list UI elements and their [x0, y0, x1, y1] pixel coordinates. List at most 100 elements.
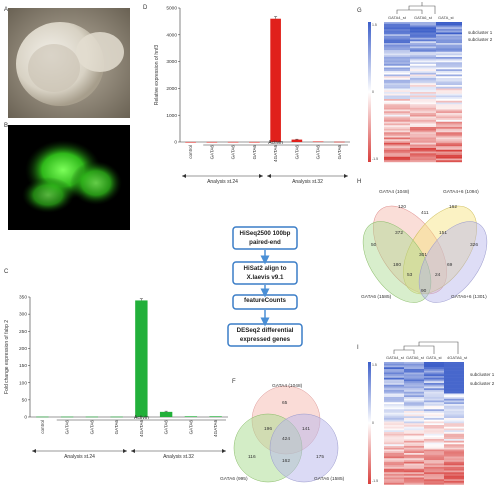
heatmap-cell	[410, 74, 436, 77]
heatmap-cell	[444, 412, 464, 415]
heatmap-cell	[436, 156, 462, 159]
heatmap-cell	[410, 97, 436, 100]
heatmap-cell	[404, 391, 424, 394]
heatmap-cell	[384, 114, 410, 117]
heatmap-cell	[436, 23, 462, 26]
heatmap-cell	[404, 470, 424, 473]
heatmap-i-scale-mid: 0	[372, 421, 374, 425]
heatmap-cell	[436, 92, 462, 94]
heatmap-cell	[436, 25, 462, 28]
heatmap-cell	[444, 377, 464, 380]
bar	[334, 141, 345, 143]
heatmap-cell	[424, 381, 444, 384]
y-tick-label: 100	[19, 380, 27, 386]
heatmap-cell	[410, 109, 436, 112]
heatmap-cell	[384, 155, 410, 157]
venn-h-number: 301	[419, 252, 427, 258]
heatmap-cell	[444, 482, 464, 485]
heatmap-cell	[384, 25, 410, 28]
heatmap-cell	[410, 95, 436, 98]
heatmap-cell	[436, 137, 462, 140]
heatmap-cell	[444, 454, 464, 457]
heatmap-cell	[410, 102, 436, 105]
x-tick-label: 4GATA6	[139, 420, 144, 437]
heatmap-cell	[384, 123, 410, 126]
y-tick-label: 300	[19, 312, 27, 318]
heatmap-cell	[424, 395, 444, 398]
heatmap-cell	[424, 370, 444, 373]
heatmap-cell	[384, 149, 410, 152]
heatmap-cell	[410, 153, 436, 156]
heatmap-cell	[384, 390, 404, 392]
heatmap-cell	[410, 116, 436, 119]
heatmap-cell	[436, 46, 462, 49]
heatmap-cell	[424, 449, 444, 452]
heatmap-cell	[404, 384, 424, 387]
heatmap-cell	[384, 65, 410, 68]
heatmap-i-dendrogram	[393, 341, 459, 354]
heatmap-cell	[424, 465, 444, 468]
heatmap-cell	[424, 377, 444, 380]
heatmap-cell	[384, 386, 404, 389]
heatmap-cell	[444, 447, 464, 450]
heatmap-cell	[410, 76, 436, 79]
venn-f-number: 196	[264, 426, 272, 432]
heatmap-i: GATA4_st GATA6_st GATA_st 4GATA6_st 1.5 …	[368, 341, 495, 485]
heatmap-cell	[424, 472, 444, 475]
heatmap-cell	[404, 398, 424, 401]
heatmap-cell	[410, 130, 436, 133]
heatmap-cell	[384, 60, 410, 63]
heatmap-cell	[424, 468, 444, 471]
heatmap-g-cells	[384, 22, 462, 163]
heatmap-cell	[424, 376, 444, 378]
heatmap-cell	[424, 398, 444, 401]
heatmap-g-legend-1: subcluster 1	[468, 30, 493, 35]
heatmap-cell	[410, 72, 436, 75]
heatmap-cell	[384, 474, 404, 476]
heatmap-cell	[384, 383, 404, 385]
heatmap-cell	[436, 55, 462, 58]
heatmap-cell	[436, 160, 462, 163]
y-tick-label: 3000	[166, 59, 177, 65]
heatmap-i-legend-2: subcluster 2	[470, 381, 495, 386]
heatmap-cell	[384, 409, 404, 412]
heatmap-cell	[410, 151, 436, 154]
heatmap-cell	[410, 23, 436, 26]
heatmap-cell	[404, 374, 424, 377]
heatmap-cell	[444, 477, 464, 480]
heatmap-g-legend-2: subcluster 2	[468, 37, 493, 42]
venn-f-label-2: GATA6 (995)	[220, 476, 248, 482]
heatmap-cell	[384, 451, 404, 454]
heatmap-cell	[436, 135, 462, 138]
heatmap-cell	[424, 446, 444, 448]
heatmap-cell	[436, 69, 462, 72]
heatmap-cell	[436, 53, 462, 56]
heatmap-cell	[384, 393, 404, 396]
heatmap-cell	[436, 83, 462, 86]
heatmap-cell	[444, 404, 464, 406]
heatmap-cell	[444, 372, 464, 375]
heatmap-cell	[444, 470, 464, 473]
heatmap-cell	[444, 423, 464, 426]
heatmap-cell	[404, 383, 424, 385]
heatmap-cell	[384, 381, 404, 384]
heatmap-cell	[444, 418, 464, 420]
heatmap-cell	[444, 419, 464, 422]
venn-f-number: 424	[282, 436, 290, 442]
heatmap-cell	[384, 79, 410, 82]
venn-h-set-2	[403, 205, 477, 295]
heatmap-cell	[384, 407, 404, 410]
heatmap-cell	[404, 414, 424, 417]
venn-h-number: 151	[439, 230, 447, 236]
heatmap-cell	[384, 32, 410, 35]
heatmap-cell	[410, 107, 436, 110]
heatmap-cell	[404, 467, 424, 469]
x-tick-label: control	[188, 145, 193, 159]
heatmap-cell	[384, 400, 404, 403]
bar	[270, 18, 281, 142]
heatmap-cell	[384, 482, 404, 485]
heatmap-cell	[436, 29, 462, 31]
heatmap-cell	[444, 407, 464, 410]
heatmap-cell	[444, 433, 464, 436]
heatmap-cell	[410, 81, 436, 84]
